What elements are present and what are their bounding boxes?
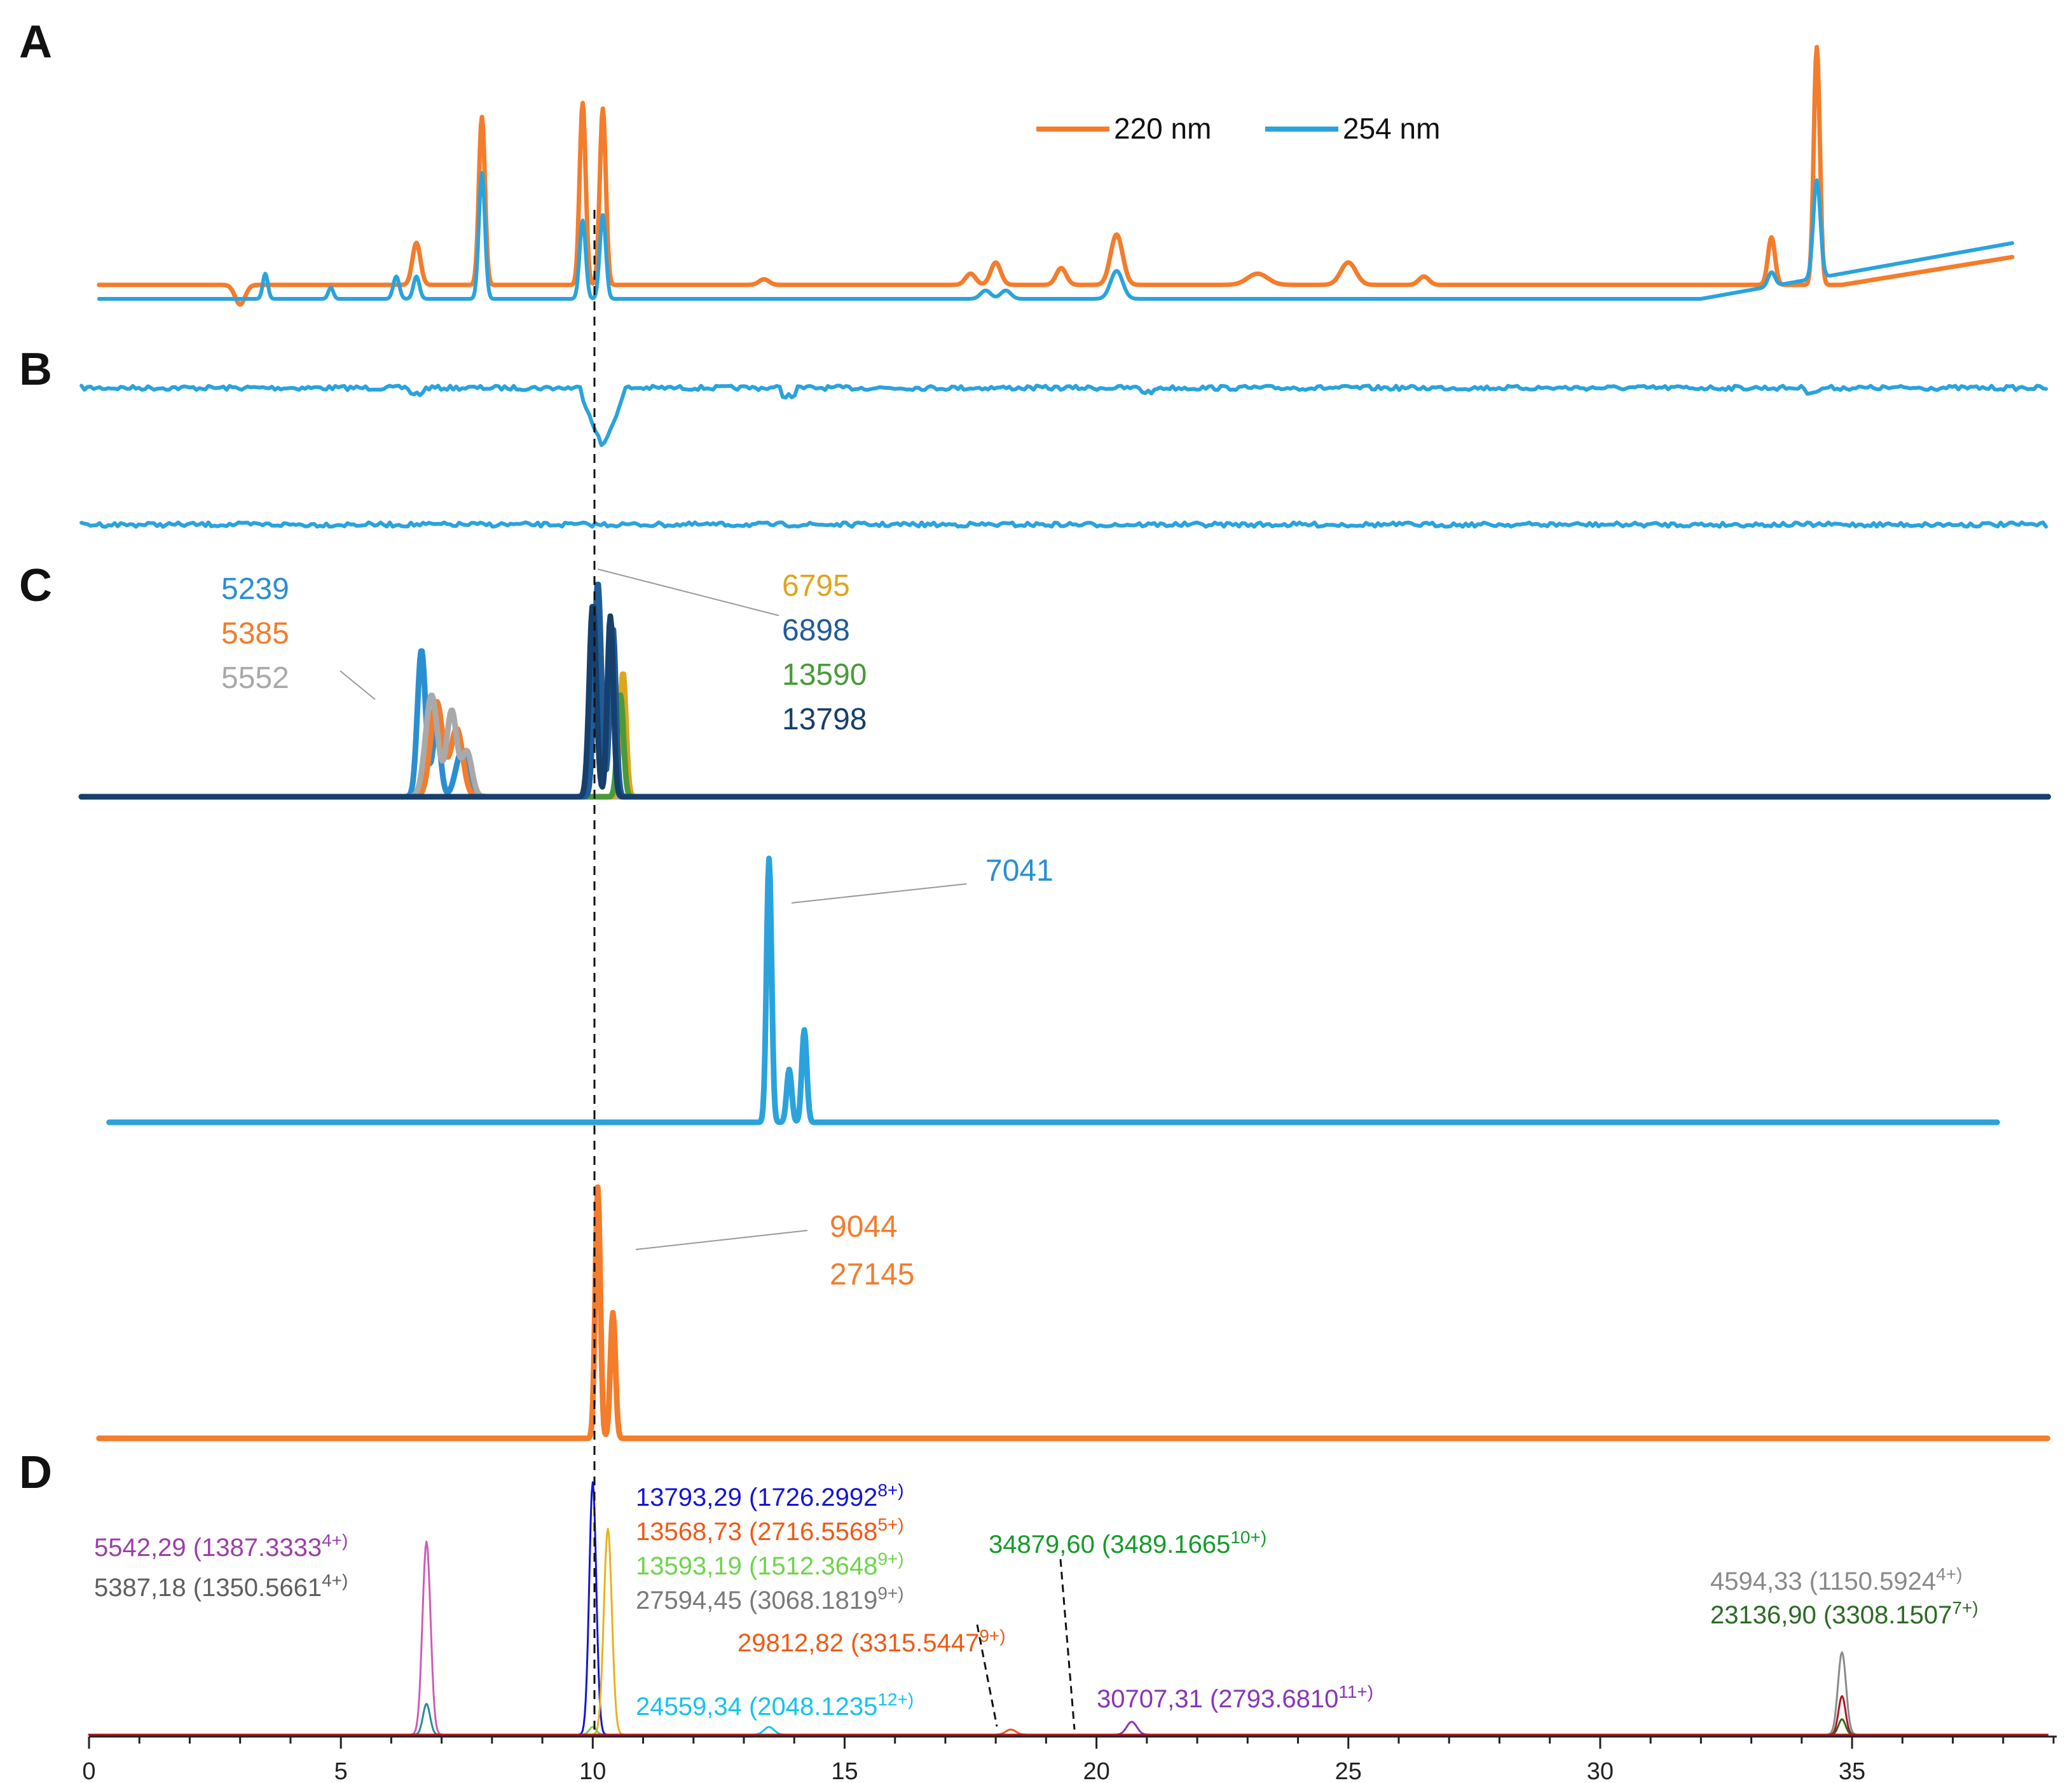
ann-text: 13793,29 (1726.2992 — [636, 1484, 877, 1511]
ann-text: 24559,34 (2048.1235 — [636, 1693, 877, 1721]
ann-sup: 4+) — [1936, 1564, 1962, 1584]
trace-c1-2 — [78, 699, 2051, 800]
x-tick-label: 15 — [831, 1758, 858, 1783]
trace-c1-7 — [78, 603, 2051, 800]
trace-c1-1 — [78, 648, 2051, 800]
mass-label: 13590 — [782, 658, 867, 692]
ann-text: 5542,29 (1387.3333 — [94, 1534, 322, 1562]
panel-c-sub3 — [96, 1184, 2050, 1442]
mass-annotation: 13593,19 (1512.36489+) — [636, 1549, 904, 1581]
trace-d-8 — [88, 1721, 2048, 1736]
trace-c1-5 — [78, 692, 2051, 800]
trace-c1-4 — [78, 671, 2051, 800]
mass-label: 9044 — [830, 1210, 898, 1244]
x-tick-label: 30 — [1587, 1758, 1614, 1783]
mass-annotation: 5387,18 (1350.56614+) — [94, 1571, 348, 1602]
x-axis: 0 5 10 15 20 25 30 35 — [82, 1735, 2057, 1783]
series-220-nm — [97, 45, 2015, 307]
ann-text: 27594,45 (3068.1819 — [636, 1587, 877, 1614]
ann-text: 34879,60 (3489.1665 — [989, 1531, 1230, 1559]
ann-text: 30707,31 (2793.6810 — [1097, 1685, 1338, 1713]
leader-line — [1059, 1559, 1076, 1730]
mass-label: 6898 — [782, 614, 850, 647]
x-tick-label: 35 — [1839, 1758, 1865, 1783]
series-254-nm — [97, 171, 2014, 301]
mass-label: 5552 — [221, 661, 289, 695]
ann-sup: 9+) — [877, 1549, 903, 1569]
trace-c1-6 — [78, 581, 2051, 800]
trace-d-2 — [88, 1702, 2048, 1736]
mass-annotation: 29812,82 (3315.54479+) — [738, 1626, 1006, 1658]
ann-sup: 4+) — [322, 1531, 348, 1550]
mass-label: 27145 — [830, 1258, 914, 1291]
trace-c1-3 — [78, 692, 2051, 800]
trace-b-1 — [79, 383, 2048, 447]
ann-sup: 9+) — [877, 1583, 903, 1603]
x-tick-label: 10 — [579, 1758, 606, 1783]
legend-label-254: 254 nm — [1343, 112, 1440, 145]
ann-text: 23136,90 (3308.1507 — [1710, 1601, 1952, 1629]
ann-sup: 12+) — [877, 1690, 914, 1709]
mass-annotation: 13793,29 (1726.29928+) — [636, 1480, 904, 1512]
leader-line — [791, 883, 967, 904]
ann-sup: 7+) — [1952, 1598, 1978, 1618]
x-tick-label: 25 — [1335, 1758, 1362, 1783]
trace-d-4 — [88, 1527, 2048, 1736]
panel-letter-b: B — [19, 344, 52, 395]
mass-annotation: 4594,33 (1150.59244+) — [1710, 1564, 1962, 1596]
panel-d: 0 5 10 15 20 25 30 35 5542,29 (1387.33334+) 538… — [82, 1480, 2057, 1783]
ann-sup: 4+) — [322, 1571, 348, 1590]
ann-text: 5387,18 (1350.5661 — [94, 1574, 322, 1602]
mass-annotation: 13568,73 (2716.55685+) — [636, 1515, 904, 1546]
panel-letter-a: A — [19, 17, 52, 67]
ann-sup: 9+) — [979, 1626, 1005, 1646]
panel-letter-d: D — [19, 1447, 52, 1498]
leader-line — [976, 1624, 998, 1727]
trace-c3-1 — [96, 1184, 2050, 1442]
panel-a: 220 nm 254 nm — [97, 45, 2015, 307]
legend: 220 nm 254 nm — [1036, 112, 1440, 145]
trace-d-10 — [88, 1695, 2048, 1736]
ann-sup: 11+) — [1338, 1682, 1373, 1702]
ann-text: 13593,19 (1512.3648 — [636, 1552, 877, 1580]
mass-label: 5385 — [221, 617, 289, 651]
mass-annotation: 5542,29 (1387.33334+) — [94, 1531, 348, 1562]
panel-c-sub2 — [106, 855, 2000, 1126]
panel-c-sub1 — [78, 581, 2051, 800]
mass-label: 13798 — [782, 703, 867, 736]
mass-annotation: 34879,60 (3489.166510+) — [989, 1527, 1266, 1559]
mass-annotation: 23136,90 (3308.15077+) — [1710, 1598, 1979, 1630]
x-tick-label: 5 — [334, 1758, 348, 1783]
panel-letter-c: C — [19, 560, 52, 611]
ann-sup: 5+) — [877, 1515, 903, 1534]
panel-b — [79, 383, 2048, 529]
mass-label: 5239 — [221, 572, 289, 606]
trace-c2-1 — [106, 855, 2000, 1126]
x-tick-label: 0 — [82, 1758, 95, 1783]
panel-c: 5239 5385 5552 6795 6898 13590 13798 704… — [78, 568, 2051, 1442]
trace-d-11 — [88, 1718, 2048, 1736]
trace-b-2 — [79, 520, 2048, 529]
ann-sup: 10+) — [1230, 1527, 1266, 1547]
x-tick-label: 20 — [1083, 1758, 1109, 1783]
ann-text: 4594,33 (1150.5924 — [1710, 1567, 1936, 1595]
ann-text: 13568,73 (2716.5568 — [636, 1518, 877, 1546]
mass-label: 7041 — [985, 854, 1053, 888]
leader-line — [597, 568, 779, 616]
leader-line — [635, 1230, 808, 1250]
mass-label: 6795 — [782, 569, 850, 603]
mass-annotation: 30707,31 (2793.681011+) — [1097, 1682, 1373, 1714]
legend-label-220: 220 nm — [1114, 112, 1211, 145]
ann-text: 29812,82 (3315.5447 — [738, 1629, 979, 1657]
trace-d-6 — [88, 1726, 2048, 1736]
trace-d-5 — [88, 1726, 2048, 1736]
leader-line — [340, 670, 376, 700]
ann-sup: 8+) — [877, 1480, 903, 1500]
mass-annotation: 24559,34 (2048.123512+) — [636, 1690, 914, 1721]
mass-annotation: 27594,45 (3068.18199+) — [636, 1583, 904, 1615]
